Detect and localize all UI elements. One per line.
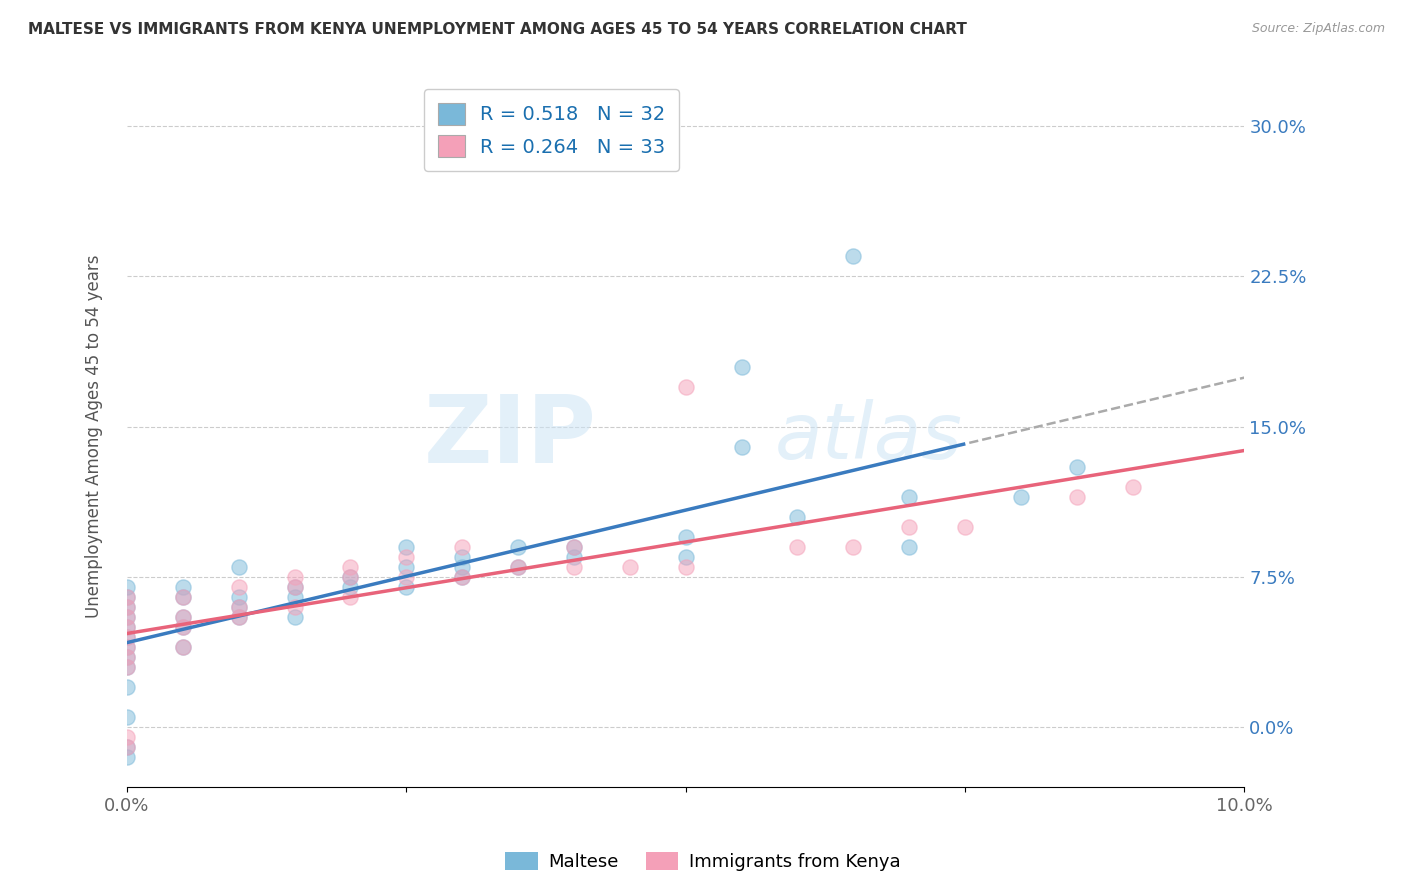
Point: [115, 599, 138, 614]
Point: [283, 580, 305, 594]
Point: [115, 609, 138, 624]
Point: [283, 580, 305, 594]
Point: [115, 659, 138, 673]
Point: [786, 509, 808, 524]
Point: [339, 570, 361, 584]
Point: [115, 590, 138, 604]
Point: [395, 559, 418, 574]
Point: [115, 620, 138, 634]
Point: [562, 540, 585, 554]
Text: Source: ZipAtlas.com: Source: ZipAtlas.com: [1251, 22, 1385, 36]
Point: [730, 440, 752, 454]
Point: [506, 559, 529, 574]
Point: [562, 559, 585, 574]
Point: [228, 559, 250, 574]
Point: [115, 730, 138, 744]
Point: [1066, 490, 1088, 504]
Point: [172, 580, 194, 594]
Point: [115, 710, 138, 724]
Point: [115, 630, 138, 644]
Point: [339, 559, 361, 574]
Text: ZIP: ZIP: [423, 391, 596, 483]
Point: [172, 590, 194, 604]
Point: [675, 559, 697, 574]
Point: [172, 640, 194, 654]
Point: [339, 580, 361, 594]
Point: [451, 540, 474, 554]
Point: [228, 609, 250, 624]
Point: [228, 599, 250, 614]
Point: [115, 640, 138, 654]
Point: [172, 620, 194, 634]
Point: [172, 609, 194, 624]
Point: [953, 519, 976, 533]
Legend: Maltese, Immigrants from Kenya: Maltese, Immigrants from Kenya: [498, 845, 908, 879]
Point: [395, 580, 418, 594]
Point: [283, 599, 305, 614]
Point: [898, 490, 921, 504]
Point: [1010, 490, 1032, 504]
Point: [115, 649, 138, 664]
Point: [172, 620, 194, 634]
Point: [842, 250, 865, 264]
Point: [395, 540, 418, 554]
Point: [1066, 459, 1088, 474]
Point: [339, 570, 361, 584]
Point: [115, 680, 138, 694]
Point: [115, 649, 138, 664]
Point: [675, 530, 697, 544]
Point: [228, 580, 250, 594]
Point: [172, 640, 194, 654]
Point: [842, 540, 865, 554]
Text: MALTESE VS IMMIGRANTS FROM KENYA UNEMPLOYMENT AMONG AGES 45 TO 54 YEARS CORRELAT: MALTESE VS IMMIGRANTS FROM KENYA UNEMPLO…: [28, 22, 967, 37]
Point: [562, 540, 585, 554]
Point: [898, 540, 921, 554]
Point: [730, 359, 752, 374]
Point: [451, 549, 474, 564]
Point: [228, 609, 250, 624]
Point: [115, 609, 138, 624]
Point: [395, 549, 418, 564]
Point: [451, 559, 474, 574]
Point: [115, 580, 138, 594]
Y-axis label: Unemployment Among Ages 45 to 54 years: Unemployment Among Ages 45 to 54 years: [86, 255, 103, 618]
Point: [786, 540, 808, 554]
Point: [283, 609, 305, 624]
Point: [1122, 480, 1144, 494]
Text: atlas: atlas: [775, 399, 963, 475]
Point: [115, 640, 138, 654]
Point: [115, 749, 138, 764]
Point: [283, 590, 305, 604]
Point: [115, 739, 138, 754]
Point: [172, 609, 194, 624]
Point: [898, 519, 921, 533]
Point: [115, 659, 138, 673]
Point: [675, 549, 697, 564]
Point: [619, 559, 641, 574]
Point: [506, 540, 529, 554]
Point: [115, 599, 138, 614]
Point: [228, 590, 250, 604]
Point: [675, 379, 697, 393]
Point: [506, 559, 529, 574]
Point: [339, 590, 361, 604]
Point: [395, 570, 418, 584]
Point: [115, 739, 138, 754]
Point: [172, 590, 194, 604]
Point: [115, 590, 138, 604]
Point: [228, 599, 250, 614]
Point: [115, 630, 138, 644]
Legend: R = 0.518   N = 32, R = 0.264   N = 33: R = 0.518 N = 32, R = 0.264 N = 33: [425, 89, 679, 171]
Point: [562, 549, 585, 564]
Point: [451, 570, 474, 584]
Point: [451, 570, 474, 584]
Point: [115, 620, 138, 634]
Point: [283, 570, 305, 584]
